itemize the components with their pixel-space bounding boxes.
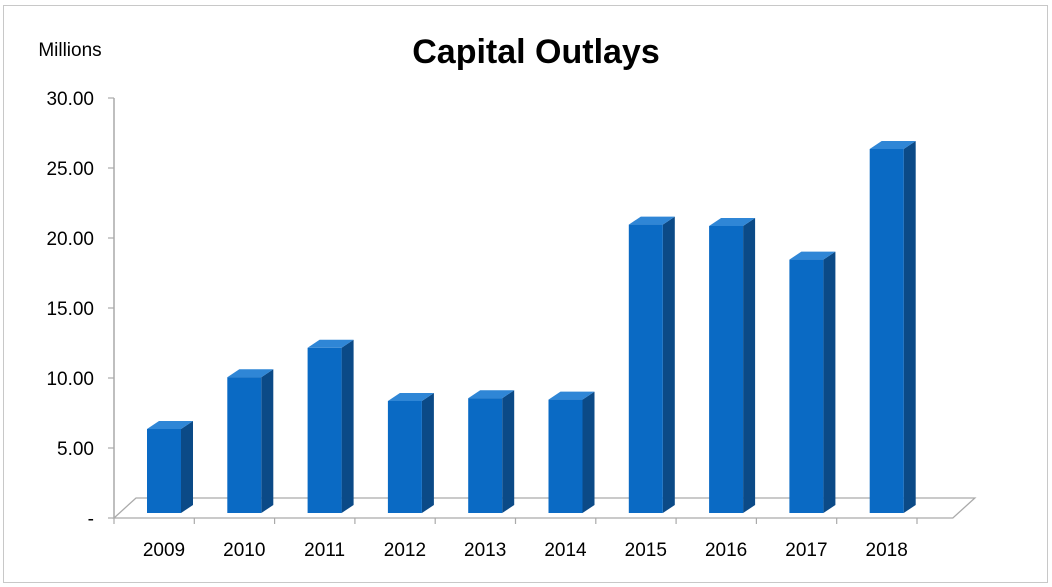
bar-front-face [548,399,583,513]
y-tick-label: 15.00 [46,299,94,320]
bar-front-face [869,149,904,513]
bar-side-face [743,218,756,513]
bars [147,141,916,513]
y-tick-label: 20.00 [46,229,94,250]
bar-side-face [582,391,595,513]
bar-top-face [147,421,193,429]
bar-side-face [181,421,193,513]
x-tick-label: 2009 [143,540,185,561]
bar-2009 [147,421,193,513]
bar-side-face [421,393,434,513]
y-tick-labels: - 5.00 10.00 15.00 20.00 25.00 30.00 [46,89,94,530]
y-tick-label: - [88,509,94,530]
bar-2015 [628,216,675,513]
bar-2012 [387,393,434,513]
bar-2018 [869,141,916,513]
x-tick-label: 2012 [384,540,426,561]
bar-top-face [227,369,274,378]
bar-top-face [628,216,675,225]
x-tick-label: 2015 [625,540,667,561]
bar-2011 [307,339,354,513]
bar-top-face [387,393,434,401]
chart-title: Capital Outlays [412,33,660,71]
x-tick-label: 2016 [705,540,747,561]
bar-top-face [548,391,595,400]
x-tick-label: 2013 [464,540,506,561]
x-tick-label: 2018 [866,540,908,561]
bar-side-face [662,216,675,513]
y-tick-label: 5.00 [57,439,94,460]
y-tick-label: 30.00 [46,89,94,110]
bar-front-face [709,226,744,513]
bar-front-face [789,259,824,513]
bar-front-face [387,401,422,513]
y-tick-label: 10.00 [46,369,94,390]
x-tick-label: 2014 [544,540,587,561]
x-tick-labels: 2009 2010 2011 2012 2013 2014 2015 2016 2017 2018 [143,540,908,561]
bar-side-face [903,141,916,513]
bar-top-face [307,339,354,348]
bar-top-face [468,390,515,399]
bar-side-face [341,339,354,513]
x-tick-label: 2017 [785,540,827,561]
y-tick-label: 25.00 [46,159,94,180]
bar-2013 [468,390,515,513]
bar-front-face [227,377,262,513]
bar-side-face [261,369,274,513]
bar-top-face [789,251,836,260]
bar-side-face [502,390,515,513]
bar-side-face [823,251,836,513]
y-unit-label: Millions [38,40,101,61]
bar-2016 [709,218,756,513]
x-tick-label: 2010 [223,540,265,561]
bar-front-face [468,398,503,513]
bar-front-face [628,224,663,513]
bar-front-face [307,347,342,513]
bar-front-face [147,429,181,513]
bar-2017 [789,251,836,513]
bar-2014 [548,391,595,513]
bar-top-face [869,141,916,149]
bar-top-face [709,218,756,226]
x-tick-label: 2011 [304,540,345,561]
bar-2010 [227,369,274,513]
